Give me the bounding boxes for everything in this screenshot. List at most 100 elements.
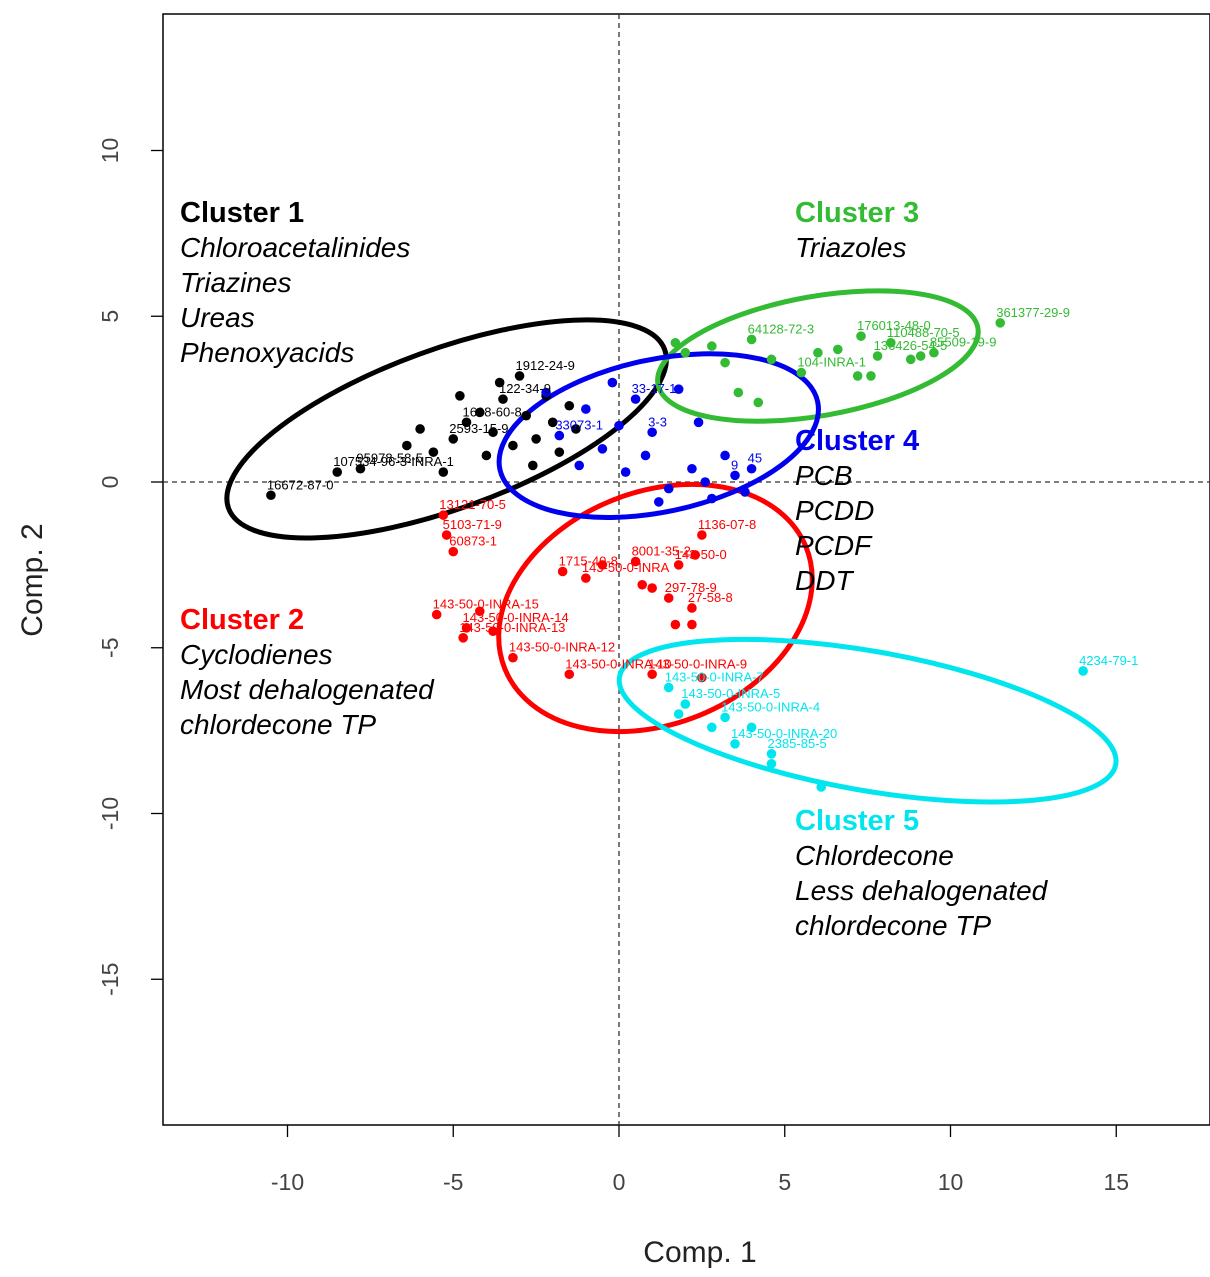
cluster-2-point-label: 1136-07-8: [698, 517, 756, 532]
cluster-2-point: [647, 669, 657, 680]
cluster-4-point: [740, 487, 750, 497]
cluster-2-point: [488, 626, 498, 636]
cluster-1-point: [355, 463, 366, 474]
cluster-3-point: [707, 341, 717, 351]
cluster-4-point: [597, 444, 608, 454]
cluster-3-point: [856, 331, 866, 341]
cluster-1-point-label: 1912-24-9: [516, 358, 575, 373]
cluster-2-point: [697, 530, 707, 540]
cluster-3-point: [670, 337, 681, 348]
cluster-1-description-line: Phenoxyacids: [180, 337, 354, 368]
x-tick-label: 15: [1103, 1169, 1129, 1195]
cluster-5-point-label: 143-50-0-INRA-4: [721, 699, 820, 714]
cluster-1-point: [428, 447, 439, 457]
cluster-3-title: Cluster 3: [795, 197, 919, 229]
cluster-5-point-label: 2385-85-5: [767, 736, 826, 751]
cluster-4-point: [693, 417, 704, 428]
cluster-2-point-label: 5103-71-9: [443, 517, 502, 532]
cluster-5-point-label: 143-50-0-INRA-20: [731, 726, 837, 741]
cluster-3-point: [753, 397, 764, 408]
cluster-3-point: [866, 371, 876, 381]
cluster-1-title: Cluster 1: [180, 197, 304, 229]
axes: -10 -5 0 5 10 15 10 5 0 -5 -10 -15: [97, 138, 1129, 1195]
cluster-3-point-label: 104-INRA-1: [797, 355, 866, 370]
cluster-2-point-label: 1715-40-8: [559, 554, 618, 569]
cluster-2-point: [508, 652, 518, 663]
cluster-1-description-line: Chloroacetalinides: [180, 232, 410, 263]
cluster-1-point: [521, 410, 531, 421]
cluster-1-point: [554, 447, 565, 457]
cluster-2-point-label: 297-78-9: [665, 580, 717, 595]
cluster-4-point: [554, 430, 565, 441]
cluster-1-point: [402, 440, 412, 451]
cluster-2-point: [564, 669, 575, 680]
cluster-4-ellipse: [496, 351, 821, 520]
cluster-5-point: [816, 782, 827, 792]
cluster-3-point: [796, 367, 807, 378]
cluster-1-description-line: Ureas: [180, 302, 255, 333]
cluster-5-point: [1078, 666, 1088, 676]
cluster-4-point: [653, 497, 664, 507]
cluster-1-point-label: 122-34-9: [499, 381, 551, 396]
cluster-4-description-line: PCDD: [795, 495, 874, 526]
cluster-2-point: [458, 633, 468, 643]
y-tick-label: 5: [97, 310, 123, 323]
cluster-2-point-label: 13121-70-5: [439, 497, 506, 512]
cluster-2-point-label: 27-58-8: [688, 590, 733, 605]
cluster-2-point: [597, 560, 608, 570]
cluster-5-point: [673, 709, 684, 719]
cluster-4-point: [541, 387, 551, 398]
cluster-2-description-line: Cyclodienes: [180, 639, 333, 670]
cluster-2-point-label: 143-50-0-INRA-15: [433, 597, 539, 612]
cluster-2-point: [663, 593, 674, 603]
cluster-3-point-label: 176013-48-0: [857, 318, 931, 333]
cluster-1-description-line: Triazines: [180, 267, 292, 298]
cluster-3-ellipse: [655, 288, 981, 424]
cluster-1-point: [448, 434, 459, 444]
cluster-2-point: [474, 606, 485, 617]
cluster-2-point: [461, 623, 472, 633]
cluster-5-point-label: 143-50-0-INRA-5: [681, 686, 780, 701]
cluster-3-point: [746, 334, 757, 345]
cluster-5-description-line: chlordecone TP: [795, 910, 991, 941]
cluster-1-point: [438, 467, 449, 477]
cluster-5-title: Cluster 5: [795, 805, 919, 837]
cluster-2-description-line: Most dehalogenated: [180, 674, 435, 705]
cluster-2-point: [630, 556, 641, 567]
cluster-5-description-line: Less dehalogenated: [795, 875, 1049, 906]
cluster-1-point-label: 2593-15-9: [449, 421, 508, 436]
cluster-4-point-label: 33073-1: [555, 418, 603, 433]
cluster-3-point: [929, 347, 939, 358]
cluster-5-point: [707, 722, 717, 733]
cluster-1-point: [266, 490, 276, 501]
cluster-2-ellipse: [496, 481, 815, 735]
x-tick-label: 5: [778, 1169, 791, 1195]
cluster-2-point: [581, 573, 591, 583]
cluster-2-point: [637, 579, 648, 590]
x-tick-label: 0: [613, 1169, 626, 1195]
y-tick-label: -15: [97, 963, 123, 996]
cluster-3-point-label: 361377-29-9: [996, 305, 1070, 320]
x-tick-label: -5: [443, 1169, 463, 1195]
y-axis-title: Comp. 2: [16, 523, 49, 636]
cluster-3-point-label: 64128-72-3: [748, 321, 815, 336]
cluster-1-point: [514, 371, 525, 381]
cluster-3-point: [680, 347, 691, 358]
cluster-4-point: [581, 404, 591, 414]
cluster-2-point-label: 143-50-0-INRA-10: [565, 656, 671, 671]
cluster-3-point: [872, 351, 883, 361]
cluster-5-point: [680, 699, 691, 709]
cluster-1-point: [494, 377, 505, 388]
cluster-3-point: [720, 357, 730, 368]
cluster-2-point-label: 143-50-0: [675, 547, 727, 562]
cluster-1-point: [415, 424, 425, 434]
cluster-1-point: [508, 440, 518, 451]
cluster-3-point: [886, 337, 896, 348]
cluster-5-point-label: 4234-79-1: [1079, 653, 1138, 668]
cluster-4-point: [647, 427, 657, 438]
cluster-5-description-line: Chlordecone: [795, 840, 954, 871]
cluster-2-point: [673, 560, 684, 570]
cluster-1-point: [531, 434, 541, 444]
cluster-4-description-line: PCB: [795, 460, 853, 491]
cluster-2-point-label: 143-50-0-INRA-9: [648, 656, 747, 671]
